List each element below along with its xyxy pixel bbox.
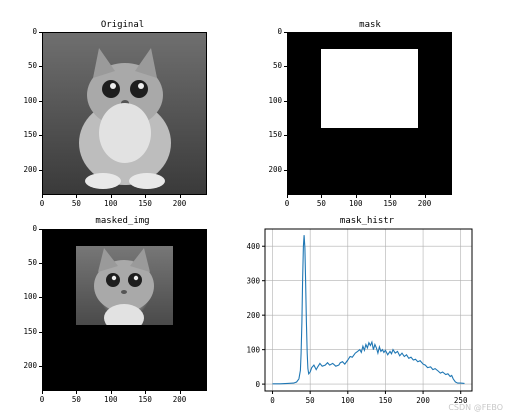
y-tick-label: 100 xyxy=(23,95,37,105)
tick-mark xyxy=(110,391,112,394)
histogram-series-line xyxy=(272,235,465,385)
tick-mark xyxy=(76,195,78,198)
tick-mark xyxy=(39,169,42,171)
tick-mark xyxy=(355,195,357,198)
x-tick-label: 50 xyxy=(316,199,326,208)
x-tick-label: 100 xyxy=(348,199,363,208)
y-tick-label: 200 xyxy=(268,164,282,174)
x-tick-label: 200 xyxy=(172,395,187,404)
x-tick-label: 100 xyxy=(103,199,118,208)
y-tick-label: 0 xyxy=(255,380,260,389)
x-tick-label: 50 xyxy=(306,396,316,405)
x-tick-label: 150 xyxy=(138,199,152,208)
tick-mark xyxy=(284,100,287,102)
panel-title: mask_histr xyxy=(339,216,395,226)
y-tick-label: 100 xyxy=(268,95,282,105)
x-tick-label: 250 xyxy=(454,396,468,405)
tick-mark xyxy=(42,391,43,394)
tick-mark xyxy=(39,263,42,265)
tick-mark xyxy=(284,135,287,137)
tick-mark xyxy=(110,195,112,198)
y-tick-label: 200 xyxy=(23,164,37,174)
tick-mark xyxy=(76,391,78,394)
x-tick-label: 150 xyxy=(379,396,393,405)
x-tick-label: 200 xyxy=(416,396,430,405)
y-tick-label: 50 xyxy=(272,61,282,71)
cat-image xyxy=(42,32,207,195)
tick-mark xyxy=(390,195,392,198)
watermark: CSDN @FEBO xyxy=(448,403,503,412)
cat-illustration xyxy=(79,48,171,189)
x-tick-label: 0 xyxy=(284,199,290,208)
tick-mark xyxy=(179,195,181,198)
x-tick-label: 0 xyxy=(39,395,45,404)
panel-title: masked_img xyxy=(95,216,150,226)
x-tick-label: 200 xyxy=(417,199,432,208)
x-tick-label: 100 xyxy=(341,396,355,405)
y-tick-label: 100 xyxy=(23,292,37,302)
x-tick-label: 0 xyxy=(270,396,275,405)
cat-crop-illustration xyxy=(94,248,155,325)
tick-mark xyxy=(42,195,43,198)
y-tick-label: 50 xyxy=(27,258,37,268)
tick-mark xyxy=(179,391,181,394)
y-tick-label: 150 xyxy=(268,130,282,140)
tick-mark xyxy=(284,169,287,171)
tick-mark xyxy=(39,135,42,137)
y-tick-label: 0 xyxy=(32,224,37,233)
tick-mark xyxy=(284,66,287,68)
tick-mark xyxy=(145,391,147,394)
x-tick-label: 200 xyxy=(172,199,187,208)
panel-title: Original xyxy=(100,20,145,30)
tick-mark xyxy=(284,32,287,33)
x-tick-label: 50 xyxy=(71,395,81,404)
masked-cat-crop xyxy=(76,246,173,325)
mask-white-rect xyxy=(321,49,418,129)
y-tick-label: 150 xyxy=(23,130,37,140)
y-tick-label: 50 xyxy=(27,61,37,71)
tick-mark xyxy=(39,331,42,333)
panel-title: mask xyxy=(359,20,381,30)
tick-mark xyxy=(39,297,42,299)
x-tick-label: 150 xyxy=(138,395,152,404)
tick-mark xyxy=(39,229,42,230)
x-tick-label: 150 xyxy=(383,199,397,208)
y-tick-label: 200 xyxy=(246,311,260,320)
tick-mark xyxy=(39,100,42,102)
histogram-frame xyxy=(264,228,473,392)
y-tick-label: 100 xyxy=(246,346,260,355)
tick-mark xyxy=(424,195,426,198)
y-tick-label: 300 xyxy=(246,277,260,286)
tick-mark xyxy=(39,66,42,68)
x-tick-label: 0 xyxy=(39,199,45,208)
y-tick-label: 400 xyxy=(246,242,260,251)
tick-mark xyxy=(287,195,288,198)
y-tick-label: 150 xyxy=(23,326,37,336)
tick-mark xyxy=(39,32,42,33)
tick-mark xyxy=(39,365,42,367)
y-tick-label: 200 xyxy=(23,360,37,370)
tick-mark xyxy=(321,195,323,198)
y-tick-label: 0 xyxy=(32,27,37,36)
x-tick-label: 50 xyxy=(71,199,81,208)
y-tick-label: 0 xyxy=(277,27,282,36)
x-tick-label: 100 xyxy=(103,395,118,404)
tick-mark xyxy=(145,195,147,198)
